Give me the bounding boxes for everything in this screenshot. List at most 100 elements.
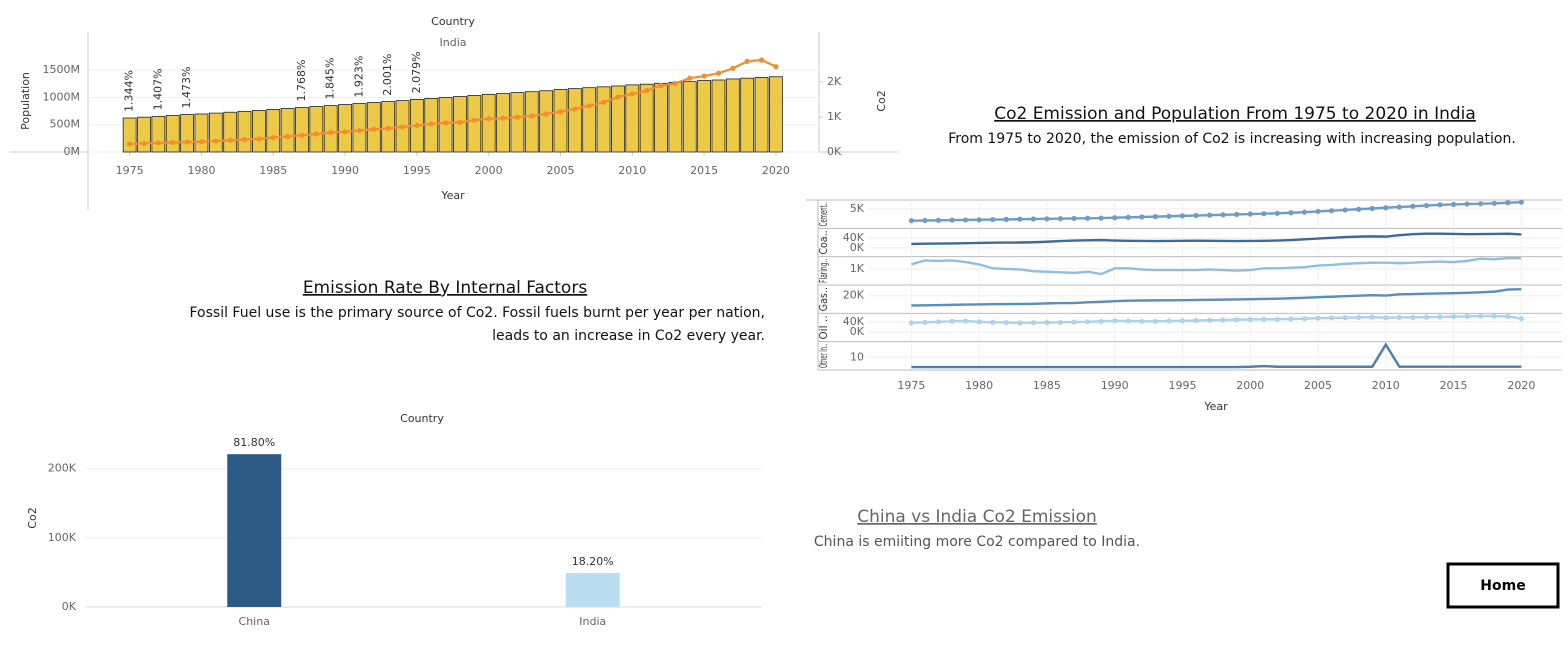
line-marker — [1112, 215, 1118, 221]
line-marker — [773, 64, 779, 70]
line-marker — [371, 126, 377, 132]
bar — [194, 113, 209, 153]
y2-tick-label: 0K — [827, 145, 842, 158]
factors-text: leads to an increase in Co2 every year. — [492, 328, 765, 344]
line-marker — [514, 114, 521, 120]
panel-label: Coa.. — [817, 230, 830, 254]
bar — [323, 105, 338, 153]
y-tick-label: 0K — [62, 600, 77, 613]
line-marker — [414, 122, 420, 129]
x-tick-label: 1995 — [403, 164, 431, 177]
line-marker — [500, 115, 506, 121]
line-marker — [949, 217, 955, 223]
line-marker — [1301, 209, 1308, 215]
line-marker — [715, 70, 722, 76]
home-button[interactable]: Home — [1446, 562, 1560, 609]
x-axis-label: Year — [440, 189, 465, 202]
line-marker — [1003, 319, 1009, 326]
bar — [596, 86, 611, 153]
line-marker — [1125, 214, 1131, 220]
x-tick-label: 2015 — [1440, 379, 1468, 392]
line-marker — [730, 65, 736, 71]
line-marker — [1247, 316, 1253, 323]
line-marker — [1247, 211, 1253, 217]
line-marker — [1369, 314, 1375, 320]
x-tick-label: 1990 — [1101, 379, 1129, 392]
line-marker — [1234, 211, 1240, 218]
bar — [165, 115, 180, 153]
line-marker — [471, 117, 477, 123]
line-marker — [1450, 201, 1457, 208]
line-marker — [1071, 319, 1077, 325]
line-marker — [1057, 319, 1064, 325]
panel-label: Other In.. — [817, 344, 830, 368]
line-marker — [1478, 201, 1484, 207]
line-marker — [1518, 199, 1524, 205]
bar — [352, 103, 367, 153]
bar — [524, 91, 539, 153]
bar — [625, 84, 640, 153]
bar-annotation: 1.473% — [180, 67, 193, 109]
line-marker — [313, 131, 319, 137]
chart-header: Country — [431, 15, 475, 28]
x-tick-label: 1975 — [116, 164, 144, 177]
line-marker — [213, 138, 219, 144]
line-marker — [1505, 200, 1511, 206]
bar-annotation: 1.344% — [123, 70, 136, 112]
bar-annotation: 2.079% — [410, 51, 423, 93]
bar — [481, 93, 496, 153]
line-marker — [1003, 216, 1009, 222]
line-marker — [1478, 313, 1484, 319]
data-line — [911, 288, 1522, 307]
line-marker — [127, 141, 133, 147]
line-marker — [1193, 212, 1199, 219]
line-marker — [1044, 319, 1050, 326]
line-marker — [557, 109, 564, 115]
bar — [122, 117, 137, 153]
factors-title: Emission Rate By Internal Factors — [303, 278, 588, 298]
line-marker — [1125, 318, 1131, 324]
panel-label: Flaring.. — [817, 259, 830, 283]
line-marker — [356, 127, 363, 134]
bar — [309, 106, 324, 153]
bar — [496, 93, 510, 153]
bar — [266, 109, 281, 153]
y-tick-label: 200K — [48, 462, 77, 475]
line-marker — [399, 124, 406, 130]
headline-text: From 1975 to 2020, the emission of Co2 i… — [948, 131, 1516, 147]
line-marker — [1220, 317, 1226, 323]
x-tick-label: 2000 — [1236, 379, 1264, 392]
panel-label: Gas.. — [817, 287, 830, 311]
bar — [539, 90, 554, 153]
bar-share-label: 81.80% — [233, 436, 275, 449]
line-marker — [962, 318, 969, 324]
x-tick-label: 2020 — [762, 164, 790, 177]
line-marker — [529, 113, 535, 119]
bar — [565, 572, 620, 607]
x-tick-label: 1975 — [897, 379, 925, 392]
bar — [682, 81, 697, 153]
y-axis-label: Co2 — [26, 507, 39, 528]
x-axis-label: Year — [1203, 400, 1228, 413]
x-tick-label: 1985 — [1033, 379, 1061, 392]
line-marker — [990, 319, 996, 325]
home-button-label[interactable]: Home — [1480, 578, 1525, 594]
bar — [740, 77, 755, 153]
line-marker — [1383, 315, 1389, 321]
line-marker — [962, 217, 969, 223]
home-button-frame[interactable] — [1446, 562, 1560, 609]
y-tick-label: 1500M — [43, 63, 81, 76]
bar — [582, 87, 597, 153]
line-marker — [1166, 213, 1172, 219]
data-line — [911, 256, 1522, 276]
y-tick-label: 20K — [843, 289, 865, 302]
line-marker — [1261, 316, 1267, 322]
line-marker — [1342, 315, 1348, 321]
y2-axis-label: Co2 — [875, 90, 888, 111]
y-tick-label: 5K — [850, 202, 865, 215]
bar-annotation: 1.407% — [151, 68, 164, 110]
bar — [180, 114, 194, 153]
bar — [769, 76, 783, 153]
line-marker — [1410, 314, 1416, 321]
line-marker — [1369, 205, 1375, 212]
